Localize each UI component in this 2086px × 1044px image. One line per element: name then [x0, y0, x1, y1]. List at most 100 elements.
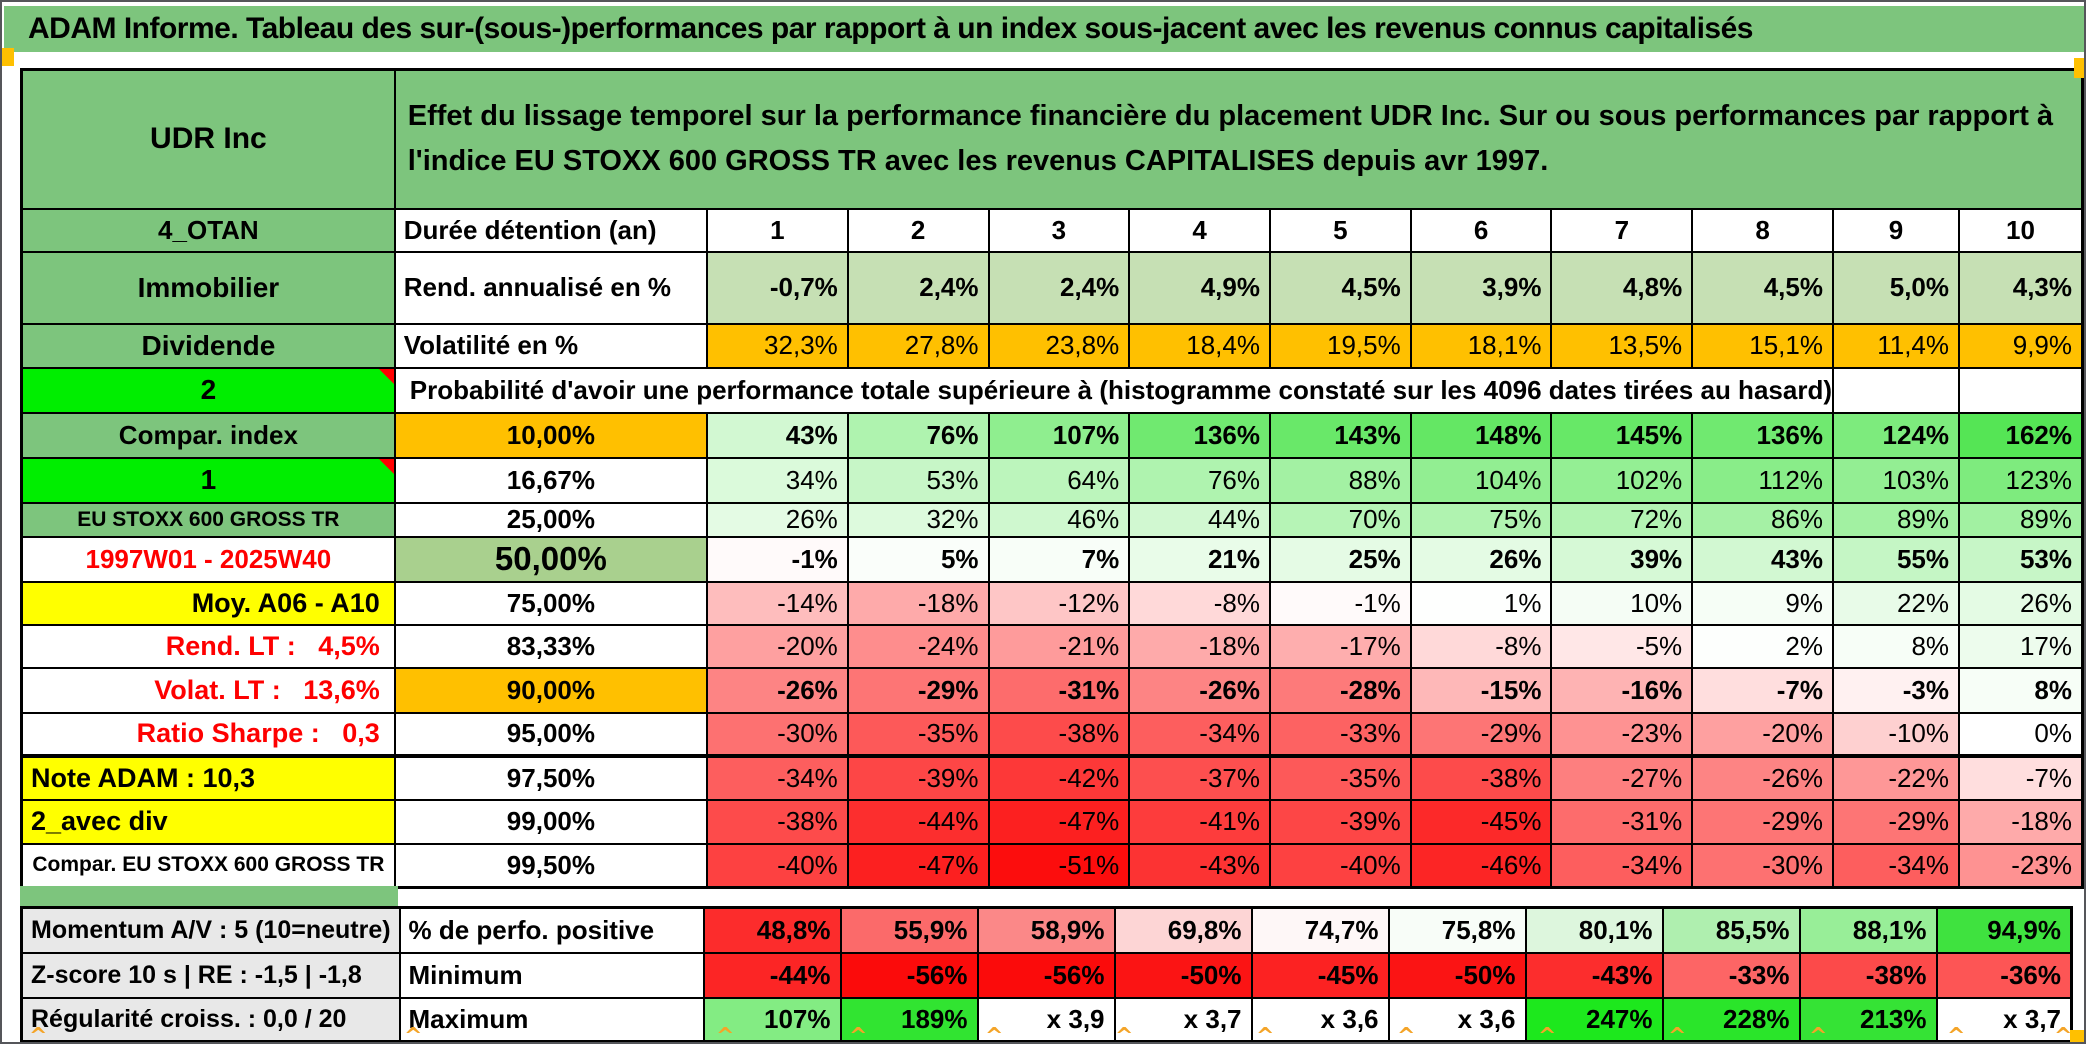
matrix-cell-7-7[interactable]: -20%: [1691, 711, 1834, 758]
matrix-cell-8-8[interactable]: -22%: [1831, 754, 1961, 801]
matrix-cell-5-3[interactable]: -18%: [1128, 623, 1271, 669]
bottom-cell-1-1[interactable]: -56%: [839, 951, 979, 999]
matrix-cell-6-2[interactable]: -31%: [987, 666, 1131, 714]
matrix-cell-7-9[interactable]: 0%: [1958, 711, 2084, 758]
measure-cell-0-5[interactable]: 3,9%: [1409, 250, 1553, 325]
measure-cell-1-0[interactable]: 32,3%: [706, 322, 849, 369]
matrix-cell-5-7[interactable]: 2%: [1691, 623, 1834, 669]
matrix-cell-2-2[interactable]: 46%: [987, 501, 1131, 538]
row-label-4[interactable]: Moy. A06 - A10: [20, 580, 396, 626]
matrix-cell-3-7[interactable]: 43%: [1691, 535, 1834, 583]
matrix-cell-0-2[interactable]: 107%: [987, 411, 1131, 459]
matrix-cell-10-4[interactable]: -40%: [1268, 842, 1412, 889]
bottom-cell-1-3[interactable]: -50%: [1113, 951, 1253, 999]
percentile-cell-97,50%[interactable]: 97,50%: [393, 754, 709, 801]
matrix-cell-1-3[interactable]: 76%: [1128, 456, 1271, 504]
bottom-cell-2-9[interactable]: x 3,7: [1935, 996, 2073, 1042]
bottom-cell-0-8[interactable]: 88,1%: [1798, 906, 1938, 954]
measure-cell-0-0[interactable]: -0,7%: [706, 250, 849, 325]
matrix-cell-6-1[interactable]: -29%: [846, 666, 990, 714]
matrix-cell-8-2[interactable]: -42%: [987, 754, 1131, 801]
bottom-row-label-1[interactable]: Z-score 10 s | RE : -1,5 | -1,8: [20, 951, 401, 999]
bottom-cell-2-4[interactable]: x 3,6: [1250, 996, 1390, 1042]
matrix-cell-5-9[interactable]: 17%: [1958, 623, 2084, 669]
bottom-row-label-0[interactable]: Momentum A/V : 5 (10=neutre): [20, 906, 401, 954]
measure-cell-1-7[interactable]: 15,1%: [1691, 322, 1834, 369]
matrix-cell-5-1[interactable]: -24%: [846, 623, 990, 669]
matrix-cell-3-1[interactable]: 5%: [846, 535, 990, 583]
percentile-cell-50,00%[interactable]: 50,00%: [393, 535, 709, 583]
matrix-cell-0-3[interactable]: 136%: [1128, 411, 1271, 459]
matrix-cell-8-0[interactable]: -34%: [706, 754, 849, 801]
bottom-cell-1-4[interactable]: -45%: [1250, 951, 1390, 999]
matrix-cell-10-8[interactable]: -34%: [1831, 842, 1961, 889]
measure-cell-1-2[interactable]: 23,8%: [987, 322, 1131, 369]
matrix-cell-4-5[interactable]: 1%: [1409, 580, 1553, 626]
row-label-0[interactable]: Immobilier: [20, 250, 396, 325]
matrix-cell-8-1[interactable]: -39%: [846, 754, 990, 801]
bottom-cell-0-1[interactable]: 55,9%: [839, 906, 979, 954]
bottom-cell-0-3[interactable]: 69,8%: [1113, 906, 1253, 954]
matrix-cell-7-4[interactable]: -33%: [1268, 711, 1412, 758]
bottom-cell-1-0[interactable]: -44%: [702, 951, 842, 999]
matrix-cell-9-9[interactable]: -18%: [1958, 798, 2084, 845]
matrix-cell-8-4[interactable]: -35%: [1268, 754, 1412, 801]
matrix-cell-4-9[interactable]: 26%: [1958, 580, 2084, 626]
matrix-cell-3-6[interactable]: 39%: [1550, 535, 1694, 583]
matrix-cell-2-3[interactable]: 44%: [1128, 501, 1271, 538]
row-label-9[interactable]: 2_avec div: [20, 798, 396, 845]
bottom-cell-1-8[interactable]: -38%: [1798, 951, 1938, 999]
matrix-cell-4-2[interactable]: -12%: [987, 580, 1131, 626]
matrix-cell-6-6[interactable]: -16%: [1550, 666, 1694, 714]
matrix-cell-2-0[interactable]: 26%: [706, 501, 849, 538]
matrix-cell-10-2[interactable]: -51%: [987, 842, 1131, 889]
bottom-row-label-2[interactable]: Régularité croiss. : 0,0 / 20: [20, 996, 401, 1042]
bottom-cell-2-0[interactable]: 107%: [702, 996, 842, 1042]
measure-cell-1-1[interactable]: 27,8%: [846, 322, 990, 369]
matrix-cell-6-0[interactable]: -26%: [706, 666, 849, 714]
matrix-cell-5-8[interactable]: 8%: [1831, 623, 1961, 669]
matrix-cell-0-5[interactable]: 148%: [1409, 411, 1553, 459]
probability-header-cell[interactable]: Probabilité d'avoir une performance tota…: [393, 366, 1834, 414]
matrix-cell-1-9[interactable]: 123%: [1958, 456, 2084, 504]
matrix-cell-3-5[interactable]: 26%: [1409, 535, 1553, 583]
duration-col-7[interactable]: 7: [1550, 207, 1694, 253]
matrix-cell-7-0[interactable]: -30%: [706, 711, 849, 758]
matrix-cell-3-4[interactable]: 25%: [1268, 535, 1412, 583]
matrix-cell-7-2[interactable]: -38%: [987, 711, 1131, 758]
bottom-cell-0-6[interactable]: 80,1%: [1524, 906, 1664, 954]
matrix-cell-9-1[interactable]: -44%: [846, 798, 990, 845]
bottom-cell-1-2[interactable]: -56%: [976, 951, 1116, 999]
percentile-cell-95,00%[interactable]: 95,00%: [393, 711, 709, 758]
measure-cell-0-3[interactable]: 4,9%: [1128, 250, 1271, 325]
matrix-cell-2-8[interactable]: 89%: [1831, 501, 1961, 538]
bottom-cell-0-4[interactable]: 74,7%: [1250, 906, 1390, 954]
row-label-0[interactable]: Compar. index: [20, 411, 396, 459]
matrix-cell-6-9[interactable]: 8%: [1958, 666, 2084, 714]
matrix-cell-9-0[interactable]: -38%: [706, 798, 849, 845]
matrix-cell-1-2[interactable]: 64%: [987, 456, 1131, 504]
matrix-cell-6-5[interactable]: -15%: [1409, 666, 1553, 714]
matrix-cell-4-1[interactable]: -18%: [846, 580, 990, 626]
row-label-2[interactable]: EU STOXX 600 GROSS TR: [20, 501, 396, 538]
matrix-cell-0-1[interactable]: 76%: [846, 411, 990, 459]
matrix-cell-2-6[interactable]: 72%: [1550, 501, 1694, 538]
matrix-cell-10-1[interactable]: -47%: [846, 842, 990, 889]
matrix-cell-9-7[interactable]: -29%: [1691, 798, 1834, 845]
duration-col-8[interactable]: 8: [1691, 207, 1834, 253]
matrix-cell-7-8[interactable]: -10%: [1831, 711, 1961, 758]
bottom-cell-1-5[interactable]: -50%: [1387, 951, 1527, 999]
percentile-cell-90,00%[interactable]: 90,00%: [393, 666, 709, 714]
matrix-cell-4-0[interactable]: -14%: [706, 580, 849, 626]
row-label-8[interactable]: Note ADAM : 10,3: [20, 754, 396, 801]
duration-col-10[interactable]: 10: [1958, 207, 2084, 253]
matrix-cell-4-7[interactable]: 9%: [1691, 580, 1834, 626]
percentile-cell-25,00%[interactable]: 25,00%: [393, 501, 709, 538]
measure-cell-0-1[interactable]: 2,4%: [846, 250, 990, 325]
row-label-1[interactable]: Dividende: [20, 322, 396, 369]
bottom-cell-1-6[interactable]: -43%: [1524, 951, 1664, 999]
matrix-cell-2-1[interactable]: 32%: [846, 501, 990, 538]
measure-cell-0-7[interactable]: 4,5%: [1691, 250, 1834, 325]
matrix-cell-5-0[interactable]: -20%: [706, 623, 849, 669]
matrix-cell-1-1[interactable]: 53%: [846, 456, 990, 504]
